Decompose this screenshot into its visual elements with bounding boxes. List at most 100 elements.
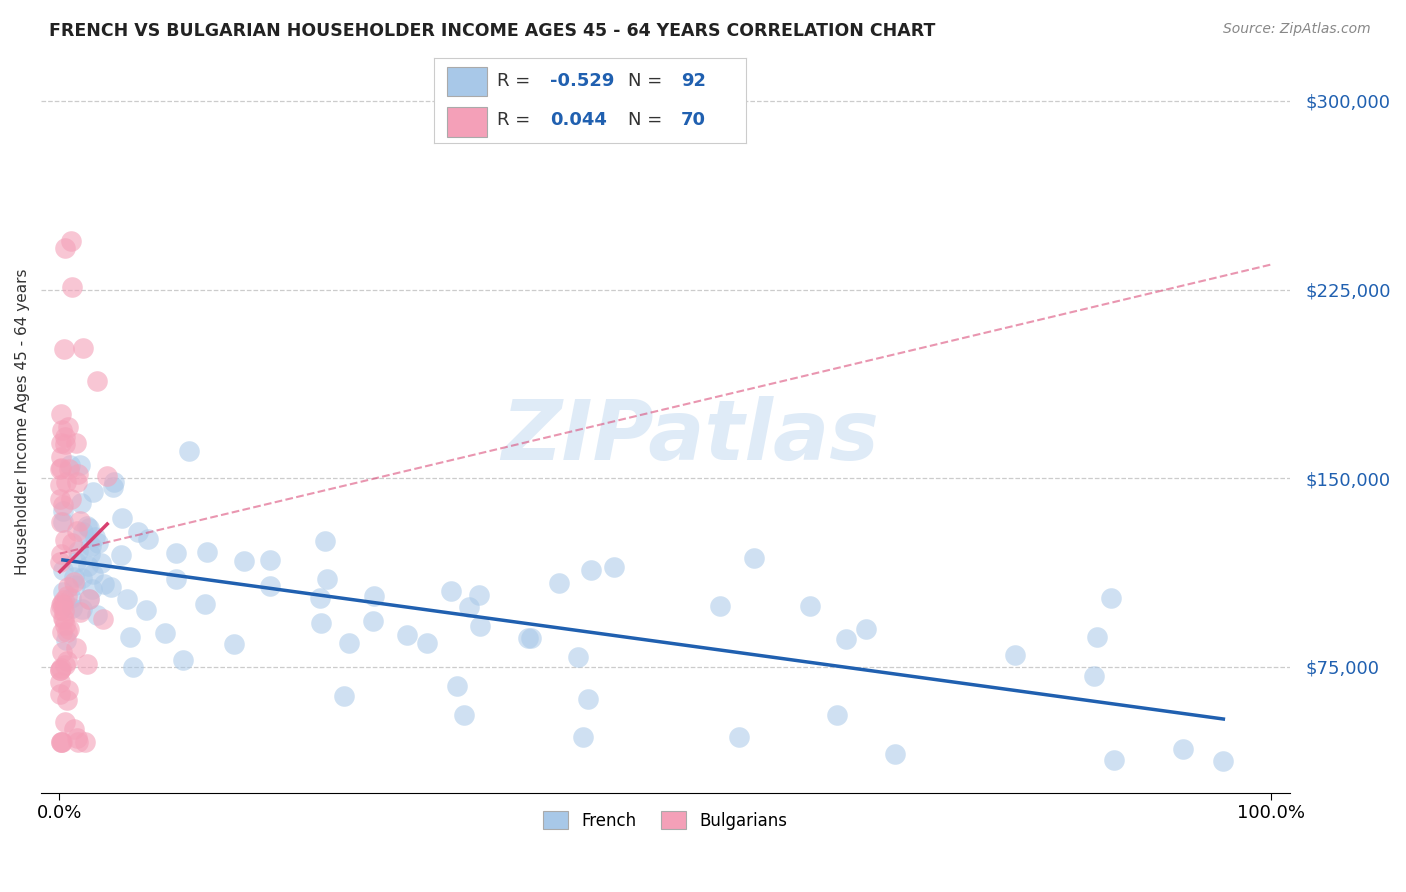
Text: ZIPatlas: ZIPatlas [502,396,879,477]
Bulgarians [66,731,89,746]
French [80,540,103,554]
Bulgarians [53,430,76,444]
Bulgarians [77,591,100,606]
French [115,592,138,607]
French [468,619,491,633]
Bulgarians [49,664,72,678]
French [222,637,245,651]
Bulgarians [60,535,83,549]
French [79,547,101,561]
French [195,544,218,558]
Bulgarians [51,423,73,437]
French [77,591,100,606]
French [52,585,75,599]
French [70,496,93,510]
French [337,636,360,650]
French [59,591,82,605]
Bulgarians [49,436,72,450]
French [177,444,200,458]
Bulgarians [63,723,86,737]
Bulgarians [65,641,87,656]
French [440,583,463,598]
French [1171,741,1194,756]
Bulgarians [52,598,75,612]
French [136,533,159,547]
French [80,582,103,596]
Bulgarians [53,714,76,729]
Bulgarians [55,693,77,707]
Bulgarians [49,450,72,464]
Bulgarians [51,407,73,421]
French [100,580,122,594]
Bulgarians [66,475,89,489]
Bulgarians [56,682,79,697]
French [120,630,142,644]
French [59,458,82,473]
Bulgarians [49,555,72,569]
French [76,519,98,533]
French [77,520,100,534]
Bulgarians [53,612,76,626]
Bulgarians [56,419,79,434]
Bulgarians [60,234,83,248]
Legend: French, Bulgarians: French, Bulgarians [536,805,794,837]
French [69,458,91,472]
Bulgarians [55,241,77,255]
Bulgarians [51,596,73,610]
Bulgarians [55,625,77,640]
Bulgarians [53,658,76,673]
French [103,475,125,489]
French [60,601,83,615]
Bulgarians [56,580,79,594]
French [172,653,194,667]
French [52,504,75,518]
French [315,572,337,586]
French [65,555,87,569]
French [1099,591,1122,605]
French [52,563,75,577]
French [87,536,110,550]
Bulgarians [49,547,72,561]
French [70,601,93,615]
French [416,635,439,649]
Bulgarians [67,467,90,482]
Bulgarians [53,593,76,607]
French [70,571,93,585]
Bulgarians [60,280,83,294]
French [1083,668,1105,682]
Bulgarians [49,598,72,612]
French [1102,753,1125,767]
Y-axis label: Householder Income Ages 45 - 64 years: Householder Income Ages 45 - 64 years [15,268,30,575]
French [110,549,132,563]
French [825,708,848,723]
Bulgarians [53,618,76,632]
French [135,603,157,617]
French [101,480,124,494]
Bulgarians [52,611,75,625]
Bulgarians [49,461,72,475]
French [453,707,475,722]
French [709,599,731,613]
French [82,567,104,582]
French [93,576,115,591]
French [581,563,603,577]
French [82,484,104,499]
Bulgarians [49,735,72,749]
French [165,546,187,560]
French [153,625,176,640]
Bulgarians [58,462,80,476]
Bulgarians [49,663,72,677]
French [1085,630,1108,644]
Bulgarians [53,533,76,548]
French [55,632,77,647]
French [77,558,100,573]
French [835,632,858,646]
Bulgarians [53,342,76,356]
Bulgarians [73,735,96,749]
Bulgarians [91,612,114,626]
Bulgarians [49,492,72,507]
French [86,607,108,622]
Bulgarians [51,645,73,659]
French [121,660,143,674]
French [110,510,132,524]
